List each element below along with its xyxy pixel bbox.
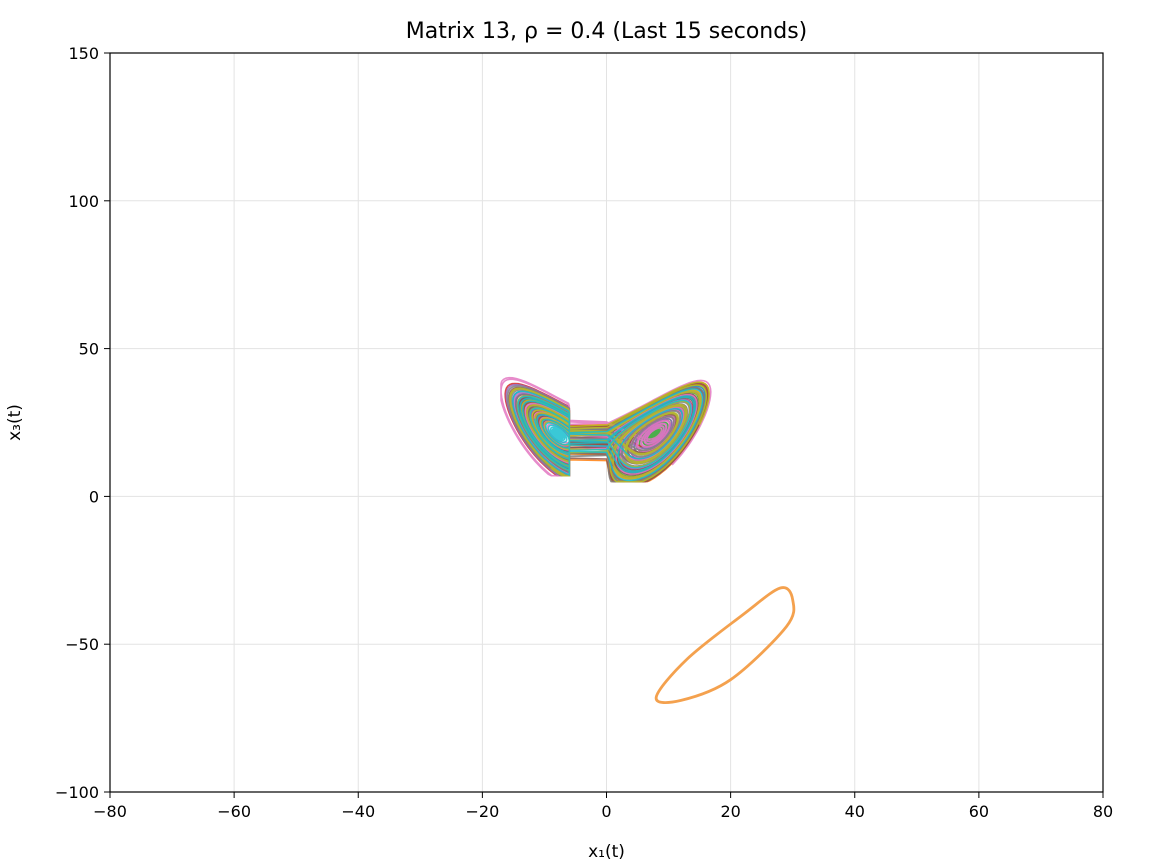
plot-series <box>500 376 796 704</box>
y-tick-label: −100 <box>55 783 99 802</box>
x-tick-label: 60 <box>969 802 989 821</box>
x-tick-label: −40 <box>341 802 375 821</box>
x-tick-label: 0 <box>601 802 611 821</box>
orange-orbit <box>654 586 796 704</box>
y-axis-label: x₃(t) <box>5 404 25 441</box>
x-tick-label: 80 <box>1093 802 1113 821</box>
attractor-trajectory <box>509 381 710 483</box>
chart-title: Matrix 13, ρ = 0.4 (Last 15 seconds) <box>406 19 808 44</box>
x-tick-label: −80 <box>93 802 127 821</box>
y-tick-label: 50 <box>79 340 99 359</box>
y-tick-label: 0 <box>89 487 99 506</box>
x-axis-label: x₁(t) <box>588 842 625 862</box>
x-tick-label: −60 <box>217 802 251 821</box>
y-tick-label: 100 <box>68 192 99 211</box>
x-tick-label: −20 <box>465 802 499 821</box>
y-tick-label: −50 <box>65 635 99 654</box>
axis-ticks: −80 −60 −40 −20 0 20 40 60 80 −100 −50 0 50 100 150 <box>55 44 1113 821</box>
attractor-trajectory <box>512 388 704 482</box>
x-tick-label: 20 <box>720 802 740 821</box>
y-tick-label: 150 <box>68 44 99 63</box>
x-tick-label: 40 <box>845 802 865 821</box>
